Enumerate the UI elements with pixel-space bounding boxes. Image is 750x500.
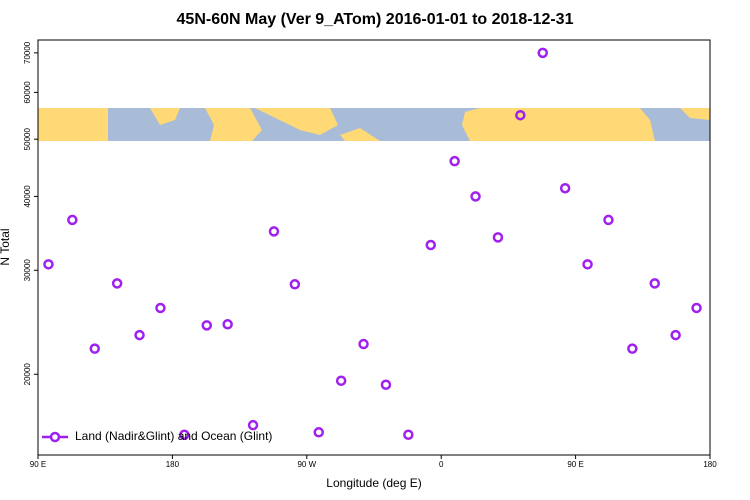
data-point — [470, 191, 481, 202]
y-tick-label: 20000 — [23, 363, 32, 386]
data-point — [289, 279, 301, 290]
data-point — [335, 375, 347, 387]
data-point — [222, 319, 233, 330]
x-tick-label: 90 E — [30, 460, 46, 469]
legend-label: Land (Nadir&Glint) and Ocean (Glint) — [75, 429, 272, 443]
x-tick-label: 90 E — [567, 460, 583, 469]
data-point — [627, 343, 638, 354]
chart-title: 45N-60N May (Ver 9_ATom) 2016-01-01 to 2… — [177, 11, 574, 28]
data-point — [537, 47, 548, 59]
data-point — [201, 320, 212, 331]
data-point — [403, 429, 414, 440]
x-tick-label: 180 — [166, 460, 180, 469]
data-point — [358, 338, 369, 350]
x-tick-label: 0 — [439, 460, 444, 469]
y-axis-label: N Total — [0, 228, 12, 265]
data-point — [559, 182, 571, 194]
data-point — [670, 329, 681, 341]
legend-marker — [49, 431, 61, 443]
data-point — [515, 109, 526, 121]
data-point — [134, 329, 145, 341]
y-tick-label: 50000 — [23, 128, 32, 151]
data-point — [649, 278, 660, 289]
map-band — [38, 108, 710, 141]
data-point — [603, 214, 614, 226]
data-point — [380, 379, 392, 390]
y-tick-label: 70000 — [23, 41, 32, 64]
data-point — [691, 302, 702, 314]
x-tick-label: 90 W — [297, 460, 316, 469]
data-point — [582, 259, 593, 270]
y-tick-label: 30000 — [23, 259, 32, 282]
data-point — [449, 155, 460, 167]
data-point — [111, 278, 123, 289]
data-point — [179, 429, 190, 440]
data-point — [89, 343, 100, 354]
data-point — [67, 214, 78, 226]
data-point — [425, 239, 436, 251]
y-tick-label: 60000 — [23, 81, 32, 104]
data-point — [247, 419, 259, 431]
x-axis-label: Longitude (deg E) — [326, 476, 421, 490]
plot-frame — [37, 39, 711, 456]
data-point — [492, 232, 504, 243]
data-point — [43, 259, 54, 270]
y-tick-label: 40000 — [23, 185, 32, 208]
data-point — [155, 302, 166, 314]
data-point — [313, 427, 324, 438]
x-tick-label: 180 — [703, 460, 717, 469]
data-point — [268, 226, 280, 237]
